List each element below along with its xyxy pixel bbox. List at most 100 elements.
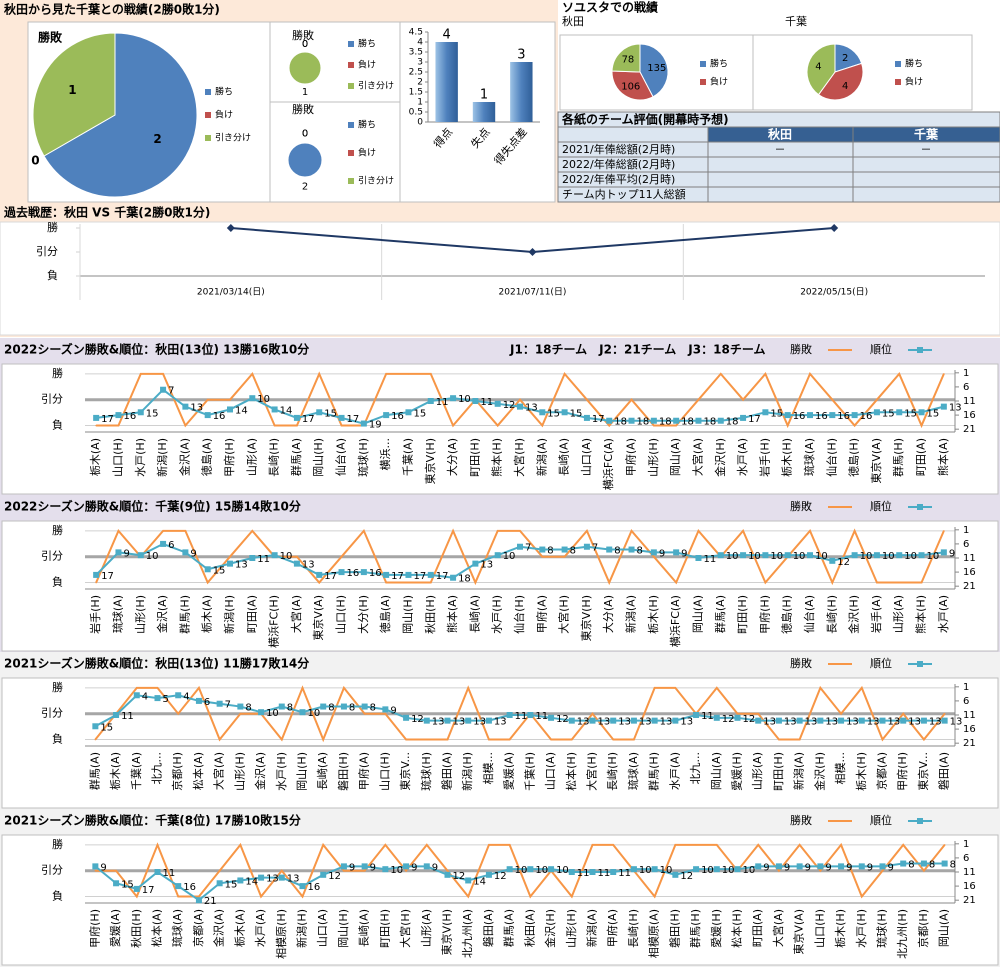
marker (135, 687, 138, 689)
x-tick-label: 東京V(A) (792, 909, 806, 955)
data-label: 18 (659, 417, 672, 428)
x-tick-label: 千葉(A) (129, 752, 143, 790)
marker (363, 712, 366, 715)
marker (651, 717, 658, 724)
marker (943, 530, 945, 532)
marker (923, 738, 925, 741)
data-label: 9 (370, 862, 376, 873)
x-tick-label: 山口(H) (335, 595, 348, 634)
marker (838, 863, 845, 870)
pie-slice (43, 32, 198, 198)
marker (485, 871, 492, 878)
data-label: 1 (68, 83, 76, 97)
marker (653, 424, 655, 427)
marker (385, 373, 387, 375)
marker (943, 373, 945, 375)
marker (778, 738, 780, 741)
data-label: 13 (950, 717, 963, 728)
marker (717, 552, 724, 559)
marker (162, 373, 164, 375)
legend-swatch (205, 89, 211, 95)
legend-marker (917, 818, 923, 824)
data-label: 17 (436, 571, 449, 582)
chart-title: 2022シーズン勝敗&順位：秋田(13位) 13勝16敗10分 (4, 342, 309, 357)
marker (719, 373, 722, 375)
marker (340, 863, 347, 870)
marker (819, 869, 822, 872)
data-label: 6 (204, 697, 210, 708)
marker (610, 717, 617, 724)
marker (853, 530, 856, 532)
marker (407, 581, 410, 584)
data-label: 13 (525, 403, 538, 414)
data-label: 13 (888, 717, 901, 728)
marker (943, 712, 946, 715)
x-tick-label: 水戸(A) (254, 909, 267, 947)
data-label: 4 (815, 62, 821, 73)
data-label: 15 (770, 408, 783, 419)
x-tick-label: 東京V(H) (423, 438, 437, 484)
data-label: 13 (680, 717, 693, 728)
chart-title: ソユスタでの戦績 (562, 0, 658, 15)
data-label: 12 (680, 871, 693, 882)
data-label: 10 (535, 865, 548, 876)
y-tick-label: 引分 (41, 392, 63, 406)
legend-label: 順位 (870, 656, 892, 670)
data-label: 4 (443, 28, 451, 43)
data-label: 18 (703, 417, 716, 428)
marker (343, 687, 345, 689)
marker (182, 403, 189, 410)
y-tick-label: 1 (417, 98, 423, 108)
legend-swatch (348, 83, 354, 89)
pie-slice (611, 70, 654, 101)
marker (405, 869, 407, 872)
marker (154, 869, 161, 875)
marker (675, 581, 677, 584)
y2-tick-label: 6 (963, 539, 969, 550)
data-label: 0 (302, 39, 308, 50)
x-tick-label: 長崎(H) (267, 438, 281, 477)
x-tick-label: 町田(H) (772, 752, 785, 791)
data-label: 10 (726, 551, 739, 562)
data-label: 8 (950, 860, 956, 871)
marker (829, 557, 836, 564)
x-tick-label: 千葉(A) (400, 438, 414, 476)
marker (920, 424, 923, 427)
legend-label: 引き分け (358, 176, 394, 187)
marker (630, 530, 633, 532)
data-label: 15 (413, 408, 426, 419)
y-tick-label: 負 (52, 576, 63, 589)
marker (879, 863, 886, 870)
marker (423, 717, 430, 724)
y-tick-label: 負 (52, 890, 63, 903)
x-tick-label: 山口(H) (111, 438, 124, 477)
table-cell (707, 186, 854, 203)
x-tick-label: 熊本(A) (936, 438, 950, 476)
data-label: 9 (888, 862, 894, 873)
x-tick-label: 金沢(A) (253, 752, 267, 790)
marker (93, 571, 100, 578)
y2-tick-label: 6 (963, 853, 969, 864)
data-label: 13 (577, 717, 590, 728)
x-tick-label: 大宮(H) (585, 752, 599, 791)
marker (485, 717, 492, 724)
marker (216, 880, 223, 887)
data-label: 13 (825, 717, 838, 728)
x-tick-label: 水戸(H) (275, 752, 288, 791)
marker (446, 869, 449, 872)
data-label: 17 (391, 571, 404, 582)
marker (570, 895, 573, 898)
data-label: 0 (302, 39, 308, 50)
data-label: 4 (183, 691, 189, 702)
data-label: 11 (703, 554, 716, 565)
x-tick-label: 大宮(A) (690, 438, 704, 476)
marker (586, 530, 588, 532)
x-tick-label: 大宮(H) (512, 438, 526, 477)
y-tick-label: 勝 (52, 366, 63, 380)
marker (322, 844, 325, 846)
marker (563, 555, 566, 558)
pie-slice (806, 43, 836, 96)
y-tick-label: 4.5 (409, 28, 423, 38)
table-row-label: 2021/年俸総額(2月時) (562, 142, 675, 156)
marker (817, 717, 824, 724)
